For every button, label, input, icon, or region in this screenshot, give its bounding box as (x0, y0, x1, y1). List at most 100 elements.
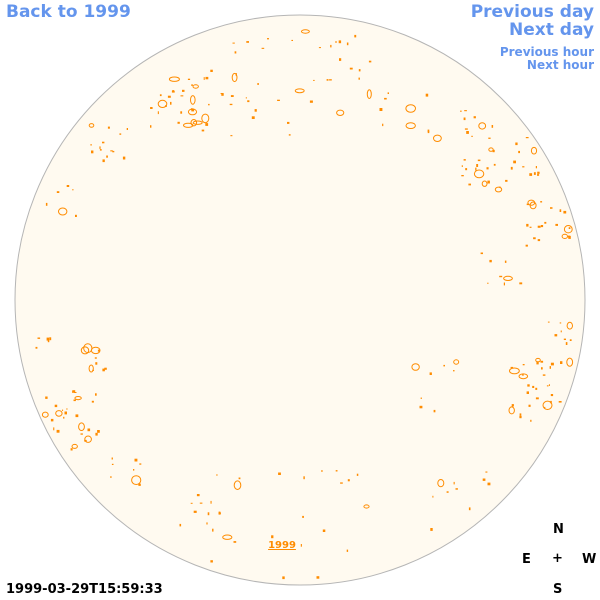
active-region-speck (177, 121, 180, 124)
active-region-speck (513, 160, 516, 164)
active-region-speck (150, 107, 153, 109)
active-region-speck (546, 385, 549, 387)
active-region-speck (530, 419, 532, 422)
active-region-speck (335, 470, 338, 472)
active-region-speck (554, 334, 558, 337)
active-region-speck (433, 409, 436, 413)
active-region-speck (473, 116, 476, 119)
active-region-contour (453, 359, 460, 365)
active-region-contour (518, 373, 529, 380)
active-region-contour (336, 109, 345, 117)
observation-timestamp: 1999-03-29T15:59:33 (6, 582, 163, 597)
active-region-speck (210, 560, 213, 563)
active-region-speck (277, 99, 280, 101)
active-region-speck (533, 237, 536, 240)
active-region-speck (504, 260, 507, 263)
active-region-speck (133, 469, 135, 471)
active-region-speck (563, 210, 567, 214)
active-region-speck (519, 415, 522, 419)
active-region-speck (427, 131, 430, 134)
active-region-speck (91, 150, 94, 154)
active-region-speck (99, 149, 102, 151)
next-hour-link[interactable]: Next hour (526, 58, 594, 72)
active-region-speck (53, 427, 55, 431)
active-region-speck (84, 439, 87, 442)
active-region-speck (518, 150, 520, 154)
active-region-speck (349, 67, 353, 70)
active-region-speck (54, 404, 58, 408)
active-region-speck (536, 361, 539, 365)
active-region-speck (468, 183, 471, 186)
active-region-speck (72, 390, 76, 393)
active-region-speck (235, 73, 237, 76)
active-region-contours (35, 29, 574, 580)
active-region-speck (527, 384, 530, 387)
active-region-speck (180, 95, 184, 97)
active-region-speck (291, 39, 293, 41)
active-region-contour (157, 99, 168, 109)
active-region-speck (461, 165, 463, 167)
active-region-speck (354, 34, 357, 38)
active-region-speck (550, 400, 552, 404)
active-region-speck (499, 275, 503, 278)
active-region-speck (335, 41, 337, 43)
active-region-speck (492, 149, 495, 153)
active-region-speck (347, 479, 350, 482)
active-region-speck (134, 458, 138, 462)
back-to-year-link[interactable]: Back to 1999 (6, 2, 131, 22)
active-region-speck (468, 507, 471, 511)
active-region-contour (131, 475, 142, 486)
active-region-speck (384, 97, 387, 100)
active-region-speck (558, 401, 562, 403)
active-region-speck (522, 166, 525, 168)
active-region-contour (542, 400, 553, 410)
active-region-speck (91, 400, 94, 403)
active-region-speck (519, 282, 523, 285)
active-region-speck (358, 77, 360, 80)
next-day-link[interactable]: Next day (509, 20, 594, 40)
active-region-speck (455, 488, 458, 490)
active-region-speck (271, 535, 274, 539)
active-region-speck (488, 137, 491, 139)
active-region-speck (482, 478, 486, 481)
active-region-speck (220, 93, 224, 95)
active-region-contour (80, 346, 90, 355)
previous-day-link[interactable]: Previous day (470, 2, 594, 22)
active-region-contour (168, 76, 180, 82)
active-region-speck (208, 103, 210, 106)
active-region-speck (210, 69, 213, 72)
active-region-speck (565, 342, 568, 345)
active-region-contour (233, 480, 242, 491)
active-region-speck (167, 95, 171, 98)
active-region-speck (446, 491, 449, 493)
active-region-contour (83, 343, 93, 354)
active-region-speck (203, 77, 205, 80)
active-region-speck (493, 163, 496, 166)
active-region-speck (485, 471, 488, 473)
active-region-speck (443, 364, 445, 367)
active-region-speck (37, 337, 41, 339)
previous-hour-link[interactable]: Previous hour (499, 45, 594, 59)
active-region-contour (78, 422, 85, 432)
active-region-speck (102, 141, 105, 144)
active-region-speck (346, 42, 349, 46)
active-region-speck (261, 47, 265, 49)
active-region-speck (330, 44, 332, 48)
active-region-contour (74, 396, 82, 401)
active-region-contour (192, 84, 199, 89)
active-region-speck (99, 146, 101, 149)
active-region-contour (231, 72, 238, 83)
active-region-contour (88, 123, 95, 128)
active-region-speck (569, 339, 572, 341)
active-region-contour (41, 411, 49, 418)
active-region-speck (387, 92, 389, 94)
active-region-speck (87, 428, 91, 432)
compass-north: N (553, 522, 564, 537)
active-region-speck (526, 223, 529, 227)
active-region-speck (533, 172, 536, 175)
active-region-speck (463, 159, 466, 161)
active-region-speck (122, 156, 126, 160)
active-region-speck (94, 357, 97, 359)
active-region-speck (63, 416, 65, 419)
year-label[interactable]: 1999 (268, 540, 296, 551)
